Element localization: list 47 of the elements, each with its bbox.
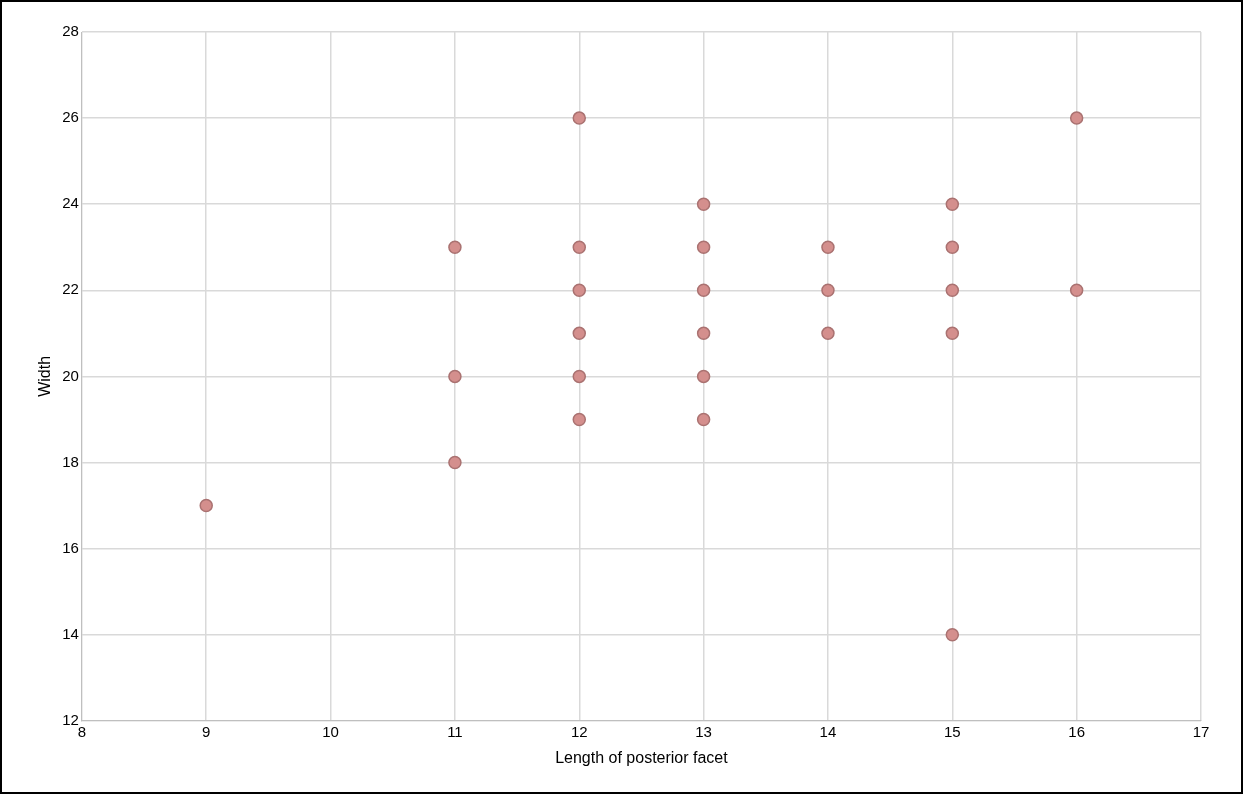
x-tick-label: 10 [322, 722, 339, 740]
point [696, 412, 711, 427]
point [572, 111, 587, 125]
x-tick-label: 14 [819, 722, 837, 740]
point [448, 455, 462, 470]
point [821, 326, 835, 341]
y-tick-label: 18 [62, 452, 79, 470]
point [696, 240, 711, 254]
point [696, 369, 711, 384]
point [572, 283, 587, 298]
point [696, 326, 711, 341]
point [572, 369, 587, 384]
y-tick-label: 16 [62, 538, 79, 556]
point [448, 240, 462, 254]
point [821, 240, 835, 254]
x-tick-label: 16 [1068, 722, 1085, 740]
point [945, 283, 960, 298]
x-tick-label: 12 [570, 722, 588, 740]
x-tick-label: 8 [77, 722, 87, 740]
point [448, 369, 462, 384]
point [199, 498, 213, 513]
point [1069, 111, 1084, 125]
point [572, 240, 587, 254]
x-tick-label: 15 [943, 722, 961, 740]
x-tick-label: 17 [1192, 722, 1210, 740]
y-axis-title: Width [36, 355, 54, 397]
point [945, 240, 960, 254]
x-tick-label: 11 [447, 722, 463, 740]
y-tick-label: 24 [62, 194, 79, 212]
y-tick-label: 22 [62, 280, 79, 298]
y-tick-label: 20 [62, 366, 79, 384]
point [945, 326, 960, 341]
y-tick-label: 14 [62, 624, 79, 642]
point [821, 283, 835, 298]
y-tick-label: 26 [62, 108, 79, 126]
x-tick-label: 9 [202, 722, 211, 740]
x-tick-label: 13 [695, 722, 712, 740]
point [572, 412, 587, 427]
point [572, 326, 587, 341]
point [945, 627, 960, 642]
point [945, 197, 960, 211]
y-tick-label: 12 [62, 710, 79, 728]
point [696, 283, 711, 298]
x-axis-title: Length of posterior facet [555, 748, 729, 766]
point [696, 197, 711, 211]
point [1069, 283, 1084, 298]
y-tick-label: 28 [62, 22, 79, 40]
